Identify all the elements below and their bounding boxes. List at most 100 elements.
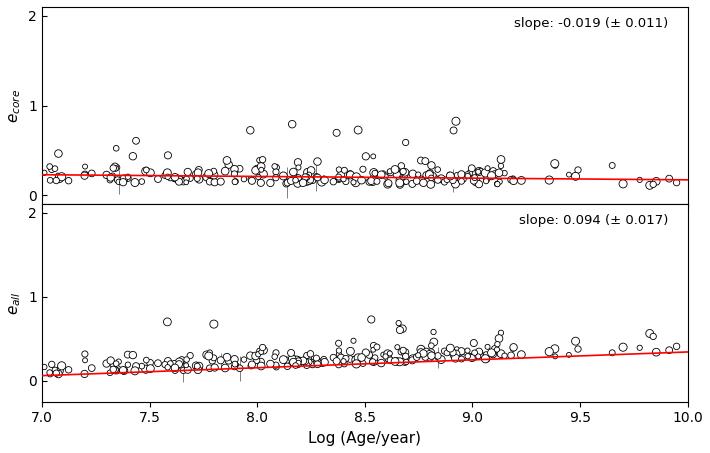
Point xyxy=(271,168,282,175)
Point xyxy=(368,346,379,353)
Point xyxy=(185,352,196,359)
Point xyxy=(230,178,241,185)
Point xyxy=(397,170,408,177)
Point xyxy=(176,357,187,364)
Point xyxy=(192,169,204,176)
Point xyxy=(153,360,164,367)
Point xyxy=(508,175,519,183)
Point xyxy=(265,179,276,187)
Point xyxy=(415,348,427,356)
Point xyxy=(467,353,479,361)
Point xyxy=(230,362,241,369)
Point xyxy=(417,179,429,187)
Point xyxy=(178,367,189,374)
Point xyxy=(293,174,304,182)
Point xyxy=(368,358,379,365)
Point xyxy=(350,179,361,186)
Point xyxy=(432,354,443,361)
Point xyxy=(168,360,180,367)
Point xyxy=(473,168,484,175)
Point xyxy=(492,180,503,188)
Point xyxy=(271,363,282,371)
Point xyxy=(333,340,344,347)
Point xyxy=(300,358,311,365)
Point xyxy=(312,158,323,165)
Point xyxy=(54,367,65,375)
Point xyxy=(385,169,396,176)
Point xyxy=(606,162,618,169)
Point xyxy=(145,169,156,176)
Point xyxy=(348,178,359,186)
Point xyxy=(311,355,322,362)
Point xyxy=(469,349,481,357)
Point xyxy=(489,171,501,178)
Point xyxy=(442,176,453,183)
Point xyxy=(230,166,241,173)
Point xyxy=(448,127,459,134)
Point xyxy=(449,349,461,357)
Point xyxy=(350,356,361,363)
Point xyxy=(122,174,133,182)
Point xyxy=(104,177,116,184)
Point xyxy=(392,166,403,173)
Point xyxy=(312,359,323,366)
Point xyxy=(173,178,185,185)
Point xyxy=(432,166,443,173)
Point xyxy=(169,364,180,371)
Point xyxy=(462,352,474,360)
Point xyxy=(467,169,479,176)
Point xyxy=(411,178,422,185)
Point xyxy=(435,175,447,183)
Point xyxy=(201,351,212,358)
Point xyxy=(428,172,439,179)
Point xyxy=(395,348,407,355)
Point xyxy=(468,339,479,347)
Point xyxy=(468,177,479,184)
Point xyxy=(367,358,378,366)
Point xyxy=(293,164,304,171)
Point xyxy=(399,178,410,186)
Point xyxy=(223,357,234,364)
Point xyxy=(464,169,476,177)
Point xyxy=(122,361,133,368)
Point xyxy=(300,173,311,181)
Point xyxy=(316,359,327,366)
Point xyxy=(369,169,381,177)
Point xyxy=(319,359,330,366)
Point xyxy=(86,170,97,177)
Point xyxy=(634,176,645,183)
Point xyxy=(344,170,356,178)
Point xyxy=(371,343,383,351)
Point xyxy=(368,169,379,176)
Point xyxy=(328,178,339,185)
Point xyxy=(170,175,181,182)
Point xyxy=(411,353,422,361)
Point xyxy=(209,364,220,371)
Point xyxy=(335,354,346,361)
Point xyxy=(360,349,371,356)
Point xyxy=(333,175,344,183)
Point xyxy=(392,343,403,351)
Point xyxy=(400,353,411,360)
Point xyxy=(208,320,219,328)
Point xyxy=(451,172,462,179)
Point xyxy=(190,171,202,178)
Point xyxy=(144,169,155,177)
Point xyxy=(305,359,317,366)
Point xyxy=(45,371,56,378)
Point xyxy=(489,346,501,353)
Point xyxy=(288,358,299,366)
Point xyxy=(333,351,344,358)
Point xyxy=(163,357,174,365)
Point xyxy=(432,176,444,183)
Point xyxy=(335,171,346,178)
Point xyxy=(450,355,462,362)
Point xyxy=(389,166,400,173)
Point xyxy=(108,164,119,172)
Point xyxy=(457,175,469,183)
Point xyxy=(475,167,486,174)
Point xyxy=(246,361,258,368)
Point xyxy=(398,347,409,354)
Point xyxy=(664,175,675,182)
Point xyxy=(208,168,219,175)
